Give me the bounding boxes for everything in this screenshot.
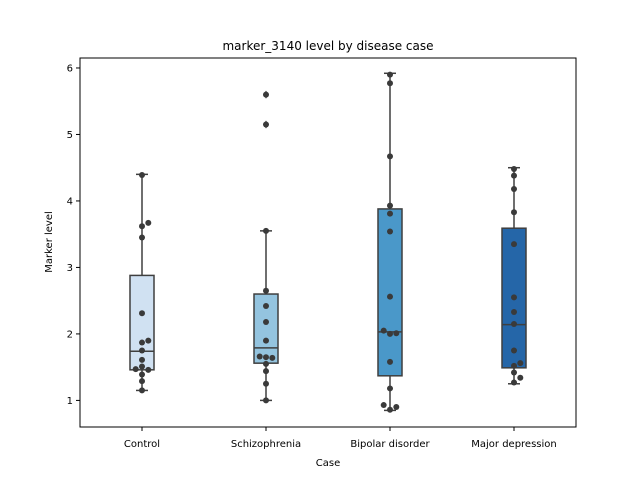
data-point [387,228,393,235]
data-point [387,153,393,160]
box-group [377,72,403,412]
chart-title: marker_3140 level by disease case [222,39,433,53]
data-point [387,330,393,337]
data-point [132,366,139,373]
y-tick-label: 1 [67,396,73,407]
data-point [139,310,145,317]
y-tick-label: 5 [67,130,73,141]
y-tick-label: 3 [67,263,73,274]
data-point [139,223,145,230]
x-tick-label: Major depression [471,439,557,450]
box-group [129,173,155,392]
data-point [145,366,152,373]
x-tick-label: Schizophrenia [231,439,301,450]
data-point [139,234,145,241]
data-point [517,374,524,381]
data-point [511,347,517,354]
data-point [380,327,387,334]
box [377,208,403,377]
data-point [387,293,393,300]
data-point [511,294,517,301]
box [129,274,155,371]
y-tick-label: 6 [67,63,73,74]
data-point [139,378,145,385]
y-tick-label: 4 [67,196,73,207]
data-point [263,121,269,128]
data-point [387,385,393,392]
data-point [139,339,145,346]
x-tick-label: Control [124,439,160,450]
data-point [263,287,269,294]
data-point [393,404,400,411]
data-point [387,202,393,209]
axes-frame [79,57,577,428]
data-point [263,318,269,325]
data-point [517,360,524,367]
data-point [139,172,145,179]
data-point [139,347,145,354]
data-point [145,337,152,344]
data-point [256,353,263,360]
data-point [139,356,145,363]
data-point [263,302,269,309]
data-point [145,219,152,226]
data-point [263,337,269,344]
data-point [263,380,269,387]
y-axis-label: Marker level [44,211,55,273]
data-point [387,358,393,365]
data-point [263,360,269,367]
data-point [387,71,393,78]
data-point [511,172,517,179]
data-point [139,363,145,370]
data-point [139,387,145,394]
data-point [263,368,269,375]
data-point [263,397,269,404]
data-point [511,209,517,216]
data-point [387,80,393,87]
data-point [263,227,269,234]
data-point [511,369,517,376]
data-point [263,354,269,361]
data-point [393,330,400,337]
x-axis-label: Case [316,458,340,469]
data-point [511,379,517,386]
y-tick-label: 2 [67,329,73,340]
data-point [387,406,393,413]
data-point [511,185,517,192]
data-point [139,371,145,378]
plot-area [129,71,527,413]
x-axis: Control Schizophrenia Bipolar disorder Majo… [124,427,557,450]
data-point [380,402,387,409]
data-point [269,354,276,361]
data-point [511,320,517,327]
data-point [511,241,517,248]
data-point [511,362,517,369]
data-point [511,308,517,315]
data-point [387,210,393,217]
box-group [253,90,279,402]
x-tick-label: Bipolar disorder [350,439,430,450]
data-point [263,91,269,98]
data-point [511,166,517,173]
y-axis: 1 2 3 4 5 6 [67,63,80,407]
